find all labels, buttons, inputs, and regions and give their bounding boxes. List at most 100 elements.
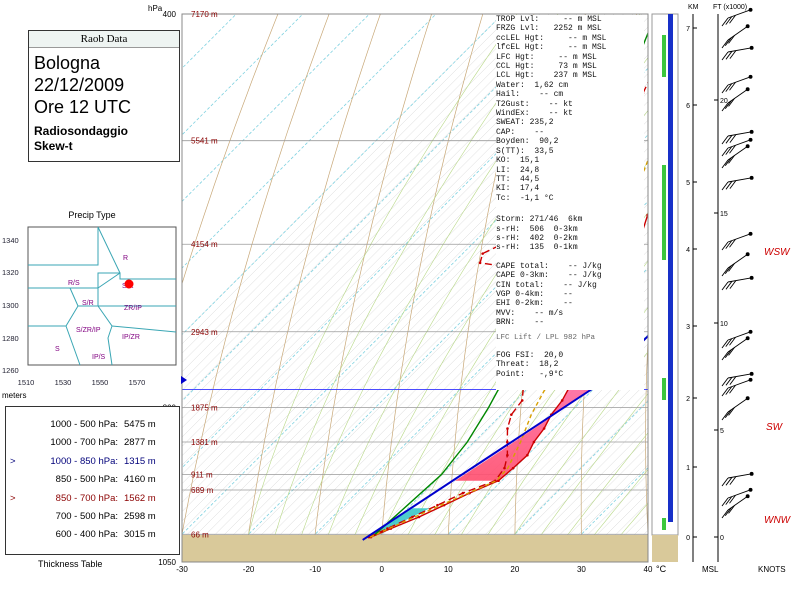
wind-barb-flag [725, 477, 733, 486]
hatch-line [429, 343, 648, 562]
dry-adiabat [379, 14, 484, 562]
ft-tick-label: 15 [720, 211, 728, 218]
height-label: 689 m [191, 486, 214, 495]
wind-barb-flag [725, 16, 733, 25]
region-r: R [123, 255, 128, 262]
svg-text:1530: 1530 [55, 378, 72, 387]
index-line: s-rH: 135 0-1km [496, 243, 578, 253]
index-line: FOG FSI: 20,0 [496, 351, 564, 360]
index-line: MVV: -- m/s [496, 308, 564, 318]
wind-barb-flag [721, 497, 729, 507]
temp-tick: 30 [577, 565, 586, 574]
moisture-bar [668, 14, 673, 522]
wind-barb-flag [725, 146, 733, 155]
wind-barb-flag [729, 384, 736, 394]
indices-block-general: TROP Lvl: -- m MSL FRZG Lvl: 2252 m MSL cc… [496, 15, 644, 203]
wind-barb-dot [745, 252, 750, 257]
index-line: Threat: 18,2 [496, 360, 559, 370]
wind-barb-flag [724, 265, 732, 274]
hatch-line [182, 14, 587, 419]
wind-barb-flag [721, 411, 729, 421]
wind-barb-flag [729, 280, 737, 289]
x-axis-unit: °C [656, 564, 667, 574]
thickness-row: 700 - 500 hPa: 2598 m [6, 508, 179, 526]
hatch-line [541, 455, 648, 562]
wind-barb-dot [745, 494, 750, 499]
dewpoint-point [481, 252, 484, 255]
index-line: Boyden: 90,2 [496, 137, 559, 147]
wind-barb-flag [724, 157, 732, 166]
isotherm-line [182, 14, 370, 203]
temperature-point [542, 427, 546, 430]
height-label: 4154 m [191, 240, 218, 249]
hatch-line [215, 129, 648, 562]
height-label: 1875 m [191, 404, 218, 413]
lfc-lift-line: LFC Lift / LPL 982 hPa [496, 333, 596, 342]
thickness-row-label: 700 - 500 hPa: [55, 510, 118, 522]
sounding-time: Ore 12 UTC [34, 97, 132, 117]
wind-barb-dot [749, 129, 754, 134]
height-label: 5541 m [191, 137, 218, 146]
index-line: BRN: -- [496, 318, 545, 328]
km-tick-label: 4 [686, 247, 690, 254]
moist-adiabat [546, 432, 648, 562]
dewpoint-point [461, 491, 465, 495]
thickness-row-value: 1315 m [124, 455, 156, 467]
wind-barb-dot [748, 377, 753, 382]
wind-barb-flag [725, 338, 733, 347]
height-label: 7170 m [191, 10, 218, 19]
temp-tick: 10 [444, 565, 453, 574]
wind-barb-flag [728, 263, 735, 272]
wind-barb-dot [748, 487, 753, 492]
wind-barb-flag [729, 494, 736, 504]
thickness-row: >1000 - 850 hPa: 1315 m [6, 453, 179, 471]
precip-marker [124, 279, 134, 289]
km-label: KM [688, 4, 699, 11]
index-line: KI: 17,4 [496, 184, 540, 194]
hatch-line [467, 380, 648, 562]
wind-barb-flag [721, 387, 729, 397]
precip-x-ticks: 1510 1530 1550 1570 [18, 378, 146, 387]
dewpoint-point [510, 413, 513, 416]
svg-text:1340: 1340 [2, 236, 19, 245]
region-s: S [55, 346, 60, 353]
hatch-line [182, 14, 531, 363]
thickness-row-value: 2877 m [124, 437, 156, 449]
dewpoint-point [506, 427, 509, 430]
hatch-line [532, 446, 648, 562]
wind-barb-flag [721, 267, 729, 277]
ft-tick-label: 5 [720, 428, 724, 435]
height-label: 911 m [191, 470, 213, 479]
wind-barb-flag [721, 39, 729, 49]
wind-barbs [721, 7, 754, 519]
wind-barb-flag [728, 155, 735, 164]
wind-barb-flag [721, 147, 729, 157]
dry-adiabat [182, 14, 279, 285]
wind-barb-flag [721, 281, 729, 291]
wind-barb-dot [745, 24, 750, 29]
thickness-row-label: 600 - 400 hPa: [55, 529, 118, 541]
wind-barb-dot [749, 371, 754, 376]
dry-adiabat [182, 14, 330, 537]
svg-text:1300: 1300 [2, 301, 19, 310]
thickness-row-value: 2598 m [124, 510, 156, 522]
index-line: LFC Hgt: -- m MSL [496, 52, 597, 62]
dewpoint-point [503, 466, 506, 470]
moist-adiabat [241, 14, 518, 562]
wind-barb-flag [728, 35, 735, 44]
index-line: TT: 44,5 [496, 174, 540, 184]
precip-type-diagram: Precip Type R R/S S/R ZR/IP S/ZR/IP IP/Z… [2, 210, 177, 400]
temp-tick: 0 [379, 565, 384, 574]
lfc-marker-icon [181, 376, 187, 384]
wind-barb-flag [724, 37, 732, 46]
thickness-row-value: 1562 m [124, 492, 156, 504]
indices-block-storm: Storm: 271/46 6km s-rH: 506 0-3km s-rH: 40… [496, 215, 644, 253]
ft-label: FT (x1000) [713, 4, 747, 11]
ground-layer [182, 535, 648, 562]
km-tick-label: 1 [686, 465, 690, 472]
temp-tick: -30 [176, 565, 188, 574]
isotherm-line [182, 14, 437, 269]
thickness-row-label: 1000 - 700 hPa: [50, 437, 118, 449]
index-line: VGP 0-4km: -- [496, 289, 573, 299]
y-axis-label: hPa [148, 4, 163, 13]
